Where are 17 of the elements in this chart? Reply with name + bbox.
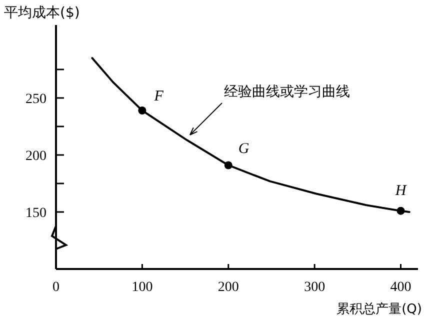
point bbox=[138, 106, 146, 115]
annotation: G bbox=[238, 141, 250, 158]
annotation: 经验曲线或学习曲线 bbox=[224, 84, 350, 100]
x-tick-label: 300 bbox=[304, 280, 326, 295]
y-tick-label: 150 bbox=[26, 206, 46, 221]
annotation: F bbox=[153, 88, 164, 105]
y-tick-label: 200 bbox=[26, 148, 46, 164]
x-tick-label: 200 bbox=[218, 280, 239, 295]
y-axis-title: 平均成本($) bbox=[4, 5, 80, 21]
x-tick-label: 400 bbox=[390, 280, 412, 295]
x-axis-title: 累积总产量(Q) bbox=[336, 302, 422, 317]
y-tick-label: 250 bbox=[26, 92, 46, 107]
annotation: H bbox=[394, 182, 408, 199]
point bbox=[224, 161, 232, 170]
point bbox=[396, 206, 405, 215]
x-tick-label: 100 bbox=[132, 280, 153, 295]
x-tick-label: 0 bbox=[52, 280, 60, 295]
